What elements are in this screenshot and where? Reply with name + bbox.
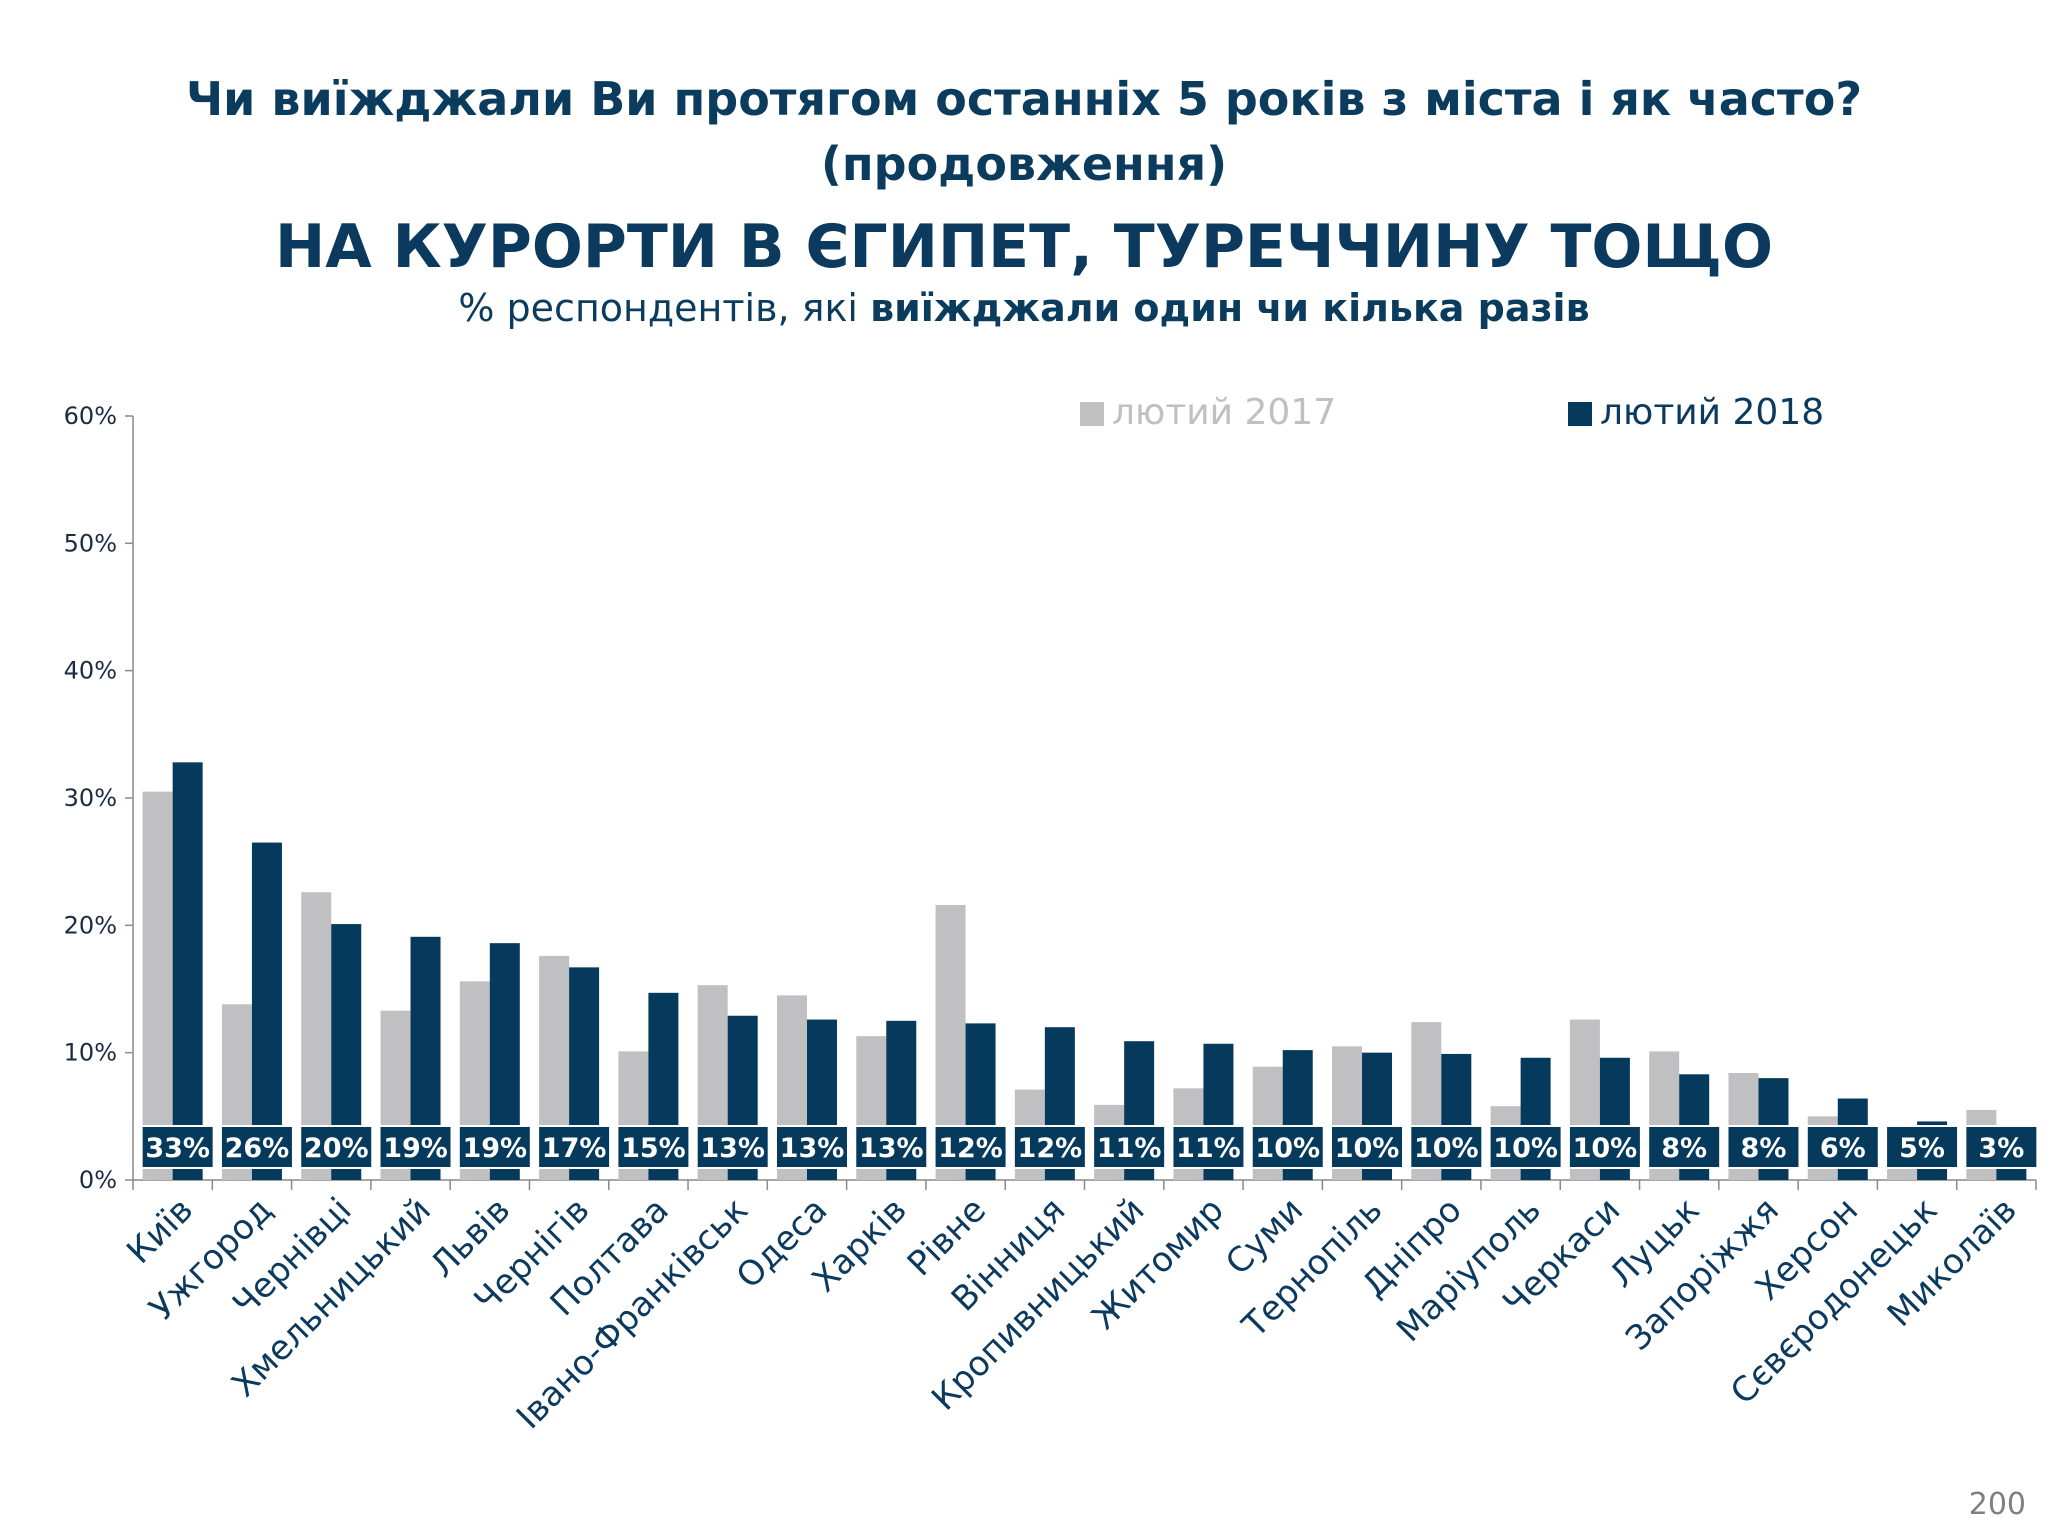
- continuation-note: (продовження): [820, 137, 1228, 191]
- data-label: 8%: [1661, 1133, 1707, 1164]
- bar-2018: [251, 842, 282, 1180]
- page-number: 200: [1968, 1487, 2026, 1522]
- data-label-box: [537, 1125, 612, 1169]
- data-label: 17%: [542, 1133, 607, 1164]
- data-label-box: [457, 1125, 532, 1169]
- data-label-box: [616, 1125, 691, 1169]
- legend-swatch-2018: [1568, 402, 1592, 426]
- legend-swatch-2017: [1080, 402, 1104, 426]
- question-title: Чи виїжджали Ви протягом останніх 5 рокі…: [185, 72, 1862, 126]
- data-label-box: [378, 1125, 453, 1169]
- data-label-box: [933, 1125, 1008, 1169]
- data-label-box: [1567, 1125, 1642, 1169]
- data-label: 11%: [1097, 1133, 1162, 1164]
- subtitle: % респондентів, які виїжджали один чи кі…: [0, 286, 2048, 330]
- data-label: 3%: [1978, 1133, 2024, 1164]
- subtitle-regular: % респондентів, які: [458, 286, 871, 330]
- bar-2018: [172, 762, 203, 1180]
- legend: лютий 2017 лютий 2018: [1080, 392, 1824, 433]
- data-label: 11%: [1176, 1133, 1241, 1164]
- data-label-box: [695, 1125, 770, 1169]
- data-label-box: [1409, 1125, 1484, 1169]
- data-label: 5%: [1899, 1133, 1945, 1164]
- data-label: 33%: [145, 1133, 210, 1164]
- data-label-box: [1885, 1125, 1960, 1169]
- data-label-box: [1330, 1125, 1405, 1169]
- data-label: 6%: [1820, 1133, 1866, 1164]
- data-label-box: [1805, 1125, 1880, 1169]
- bars: [142, 762, 2027, 1180]
- y-tick-label: 10%: [64, 1039, 117, 1067]
- data-label: 10%: [1493, 1133, 1558, 1164]
- data-label-box: [219, 1125, 294, 1169]
- data-label: 15%: [621, 1133, 686, 1164]
- data-label: 10%: [1255, 1133, 1320, 1164]
- data-label: 10%: [1573, 1133, 1638, 1164]
- data-label-box: [1647, 1125, 1722, 1169]
- data-label: 26%: [225, 1133, 290, 1164]
- data-label-box: [299, 1125, 374, 1169]
- y-tick-label: 60%: [64, 402, 117, 430]
- data-label-box: [1488, 1125, 1563, 1169]
- data-label: 12%: [938, 1133, 1003, 1164]
- data-label-box: [1012, 1125, 1087, 1169]
- data-label: 10%: [1414, 1133, 1479, 1164]
- y-tick-label: 30%: [64, 784, 117, 812]
- legend-label-2017: лютий 2017: [1112, 392, 1336, 433]
- data-label-box: [1726, 1125, 1801, 1169]
- data-label: 13%: [700, 1133, 765, 1164]
- y-tick-label: 20%: [64, 911, 117, 939]
- data-label-box: [1964, 1125, 2039, 1169]
- bar-2017: [142, 791, 173, 1180]
- data-label-box: [1250, 1125, 1325, 1169]
- data-label: 19%: [383, 1133, 448, 1164]
- data-label: 10%: [1335, 1133, 1400, 1164]
- data-label: 20%: [304, 1133, 369, 1164]
- y-tick-label: 0%: [79, 1166, 117, 1194]
- data-label-box: [854, 1125, 929, 1169]
- data-label-box: [140, 1125, 215, 1169]
- subtitle-bold: виїжджали один чи кілька разів: [870, 286, 1590, 330]
- data-label: 13%: [780, 1133, 845, 1164]
- data-label: 19%: [462, 1133, 527, 1164]
- headline: НА КУРОРТИ В ЄГИПЕТ, ТУРЕЧЧИНУ ТОЩО: [275, 212, 1773, 282]
- axes: 0% 10% 20% 30% 40% 50% 60%: [64, 402, 2037, 1194]
- data-label-box: [1092, 1125, 1167, 1169]
- x-tick-labels: КиївУжгородЧернівціХмельницькийЛьвівЧерн…: [119, 1190, 2025, 1437]
- y-tick-label: 50%: [64, 529, 117, 557]
- data-labels: 33% 26% 20% 19% 19% 17% 15% 13% 13% 13% 12% 12% 11% 1…: [140, 1125, 2039, 1169]
- data-label: 12%: [1018, 1133, 1083, 1164]
- data-label-box: [774, 1125, 849, 1169]
- data-label: 13%: [859, 1133, 924, 1164]
- data-label: 8%: [1741, 1133, 1787, 1164]
- legend-label-2018: лютий 2018: [1600, 392, 1824, 433]
- y-tick-label: 40%: [64, 657, 117, 685]
- data-label-box: [1171, 1125, 1246, 1169]
